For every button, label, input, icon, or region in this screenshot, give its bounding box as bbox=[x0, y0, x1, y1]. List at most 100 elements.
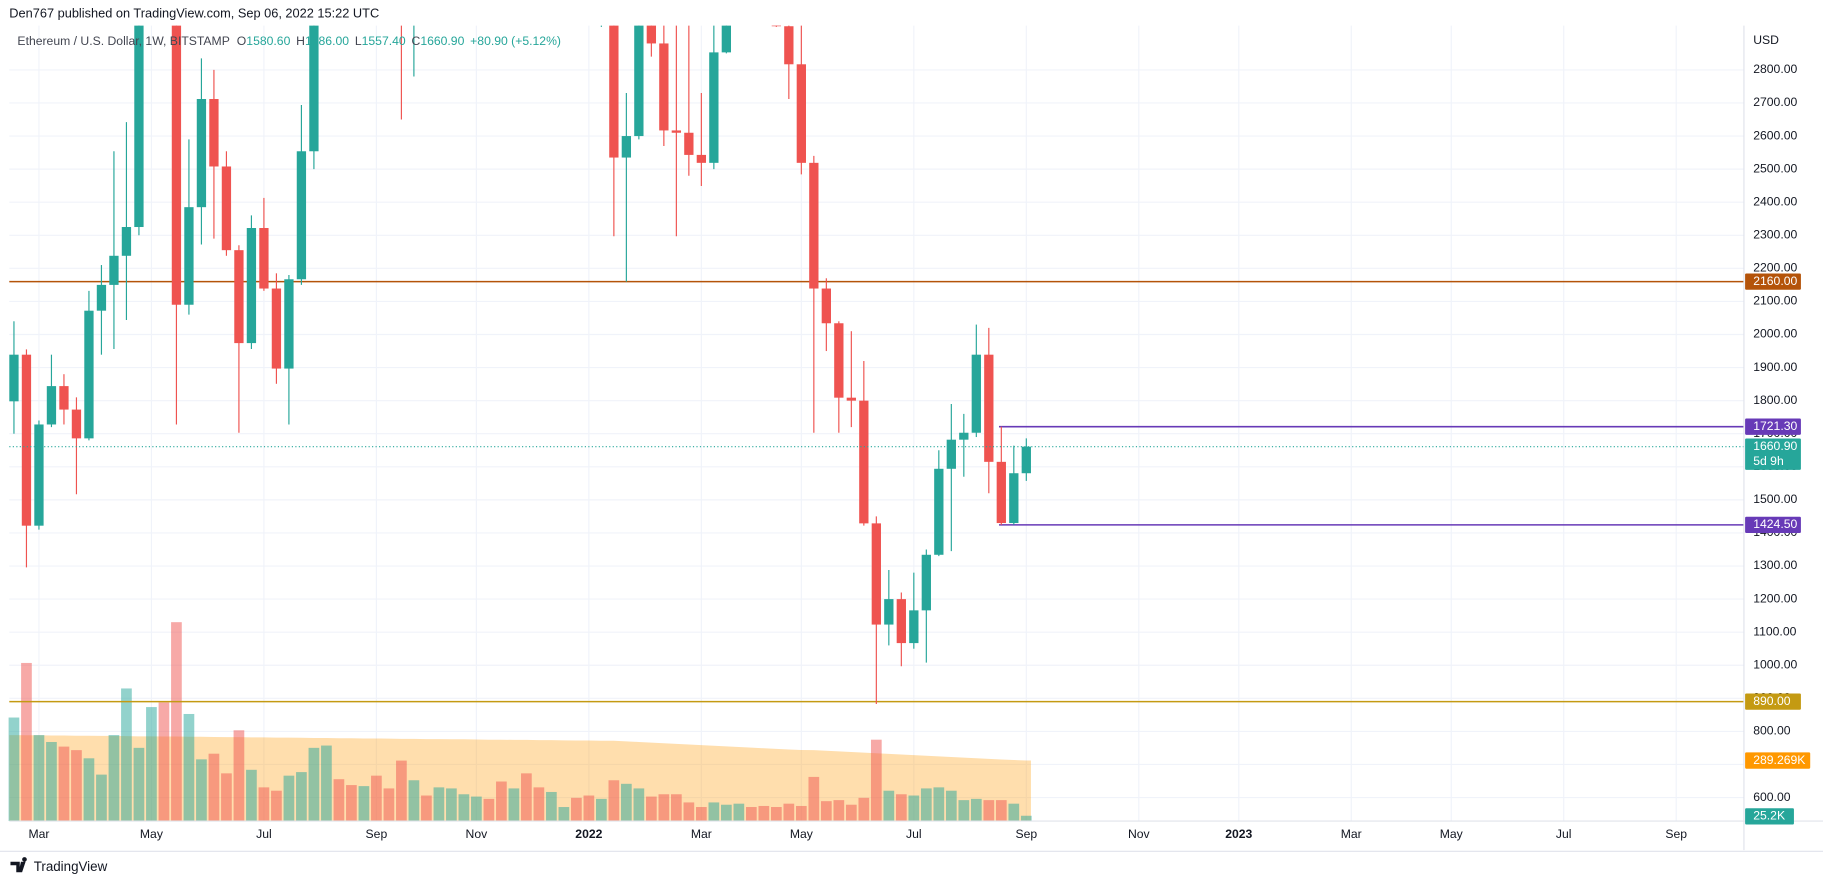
level-box bbox=[1745, 273, 1801, 290]
volume-bar bbox=[146, 707, 157, 822]
y-tick-label: 2500.00 bbox=[1753, 161, 1797, 175]
candle-body bbox=[259, 228, 269, 289]
candle-body bbox=[634, 25, 644, 137]
volume-bar bbox=[21, 662, 32, 822]
y-tick-label: 600.00 bbox=[1753, 790, 1790, 804]
volume-bar bbox=[258, 787, 270, 822]
volume-bar bbox=[658, 794, 670, 822]
volume-bar bbox=[371, 775, 382, 822]
candle-body bbox=[771, 25, 781, 27]
y-tick-label: 2000.00 bbox=[1753, 327, 1797, 341]
volume-bar bbox=[396, 760, 407, 822]
candle-body bbox=[796, 64, 806, 163]
candle-body bbox=[984, 354, 994, 462]
candle-body bbox=[134, 25, 144, 228]
level-label: 1721.30 bbox=[1753, 419, 1797, 433]
volume-box bbox=[1745, 808, 1794, 825]
candle-body bbox=[709, 52, 719, 163]
volume-bar bbox=[196, 759, 207, 822]
volume-bar bbox=[171, 622, 182, 822]
volume-bar bbox=[508, 788, 520, 822]
ohlc-key: H bbox=[296, 34, 305, 48]
level-label: 1424.50 bbox=[1753, 517, 1797, 531]
price-pane bbox=[9, 25, 1744, 704]
volume-bar bbox=[33, 735, 45, 822]
level-box bbox=[1745, 693, 1801, 710]
volume-bar bbox=[795, 805, 807, 822]
y-tick-label: 2600.00 bbox=[1753, 128, 1797, 142]
level-label: 2160.00 bbox=[1753, 274, 1797, 288]
volume-bar bbox=[820, 801, 832, 822]
volume-bar bbox=[770, 807, 782, 822]
volume-bar bbox=[833, 800, 845, 822]
candle-body bbox=[9, 354, 19, 402]
volume-bar bbox=[571, 797, 582, 822]
candle-body bbox=[109, 255, 119, 285]
grid bbox=[9, 25, 1744, 822]
y-tick-label: 1800.00 bbox=[1753, 393, 1797, 407]
volume-bar bbox=[458, 794, 470, 822]
y-tick-label: 2800.00 bbox=[1753, 62, 1797, 76]
candle-body bbox=[96, 284, 107, 311]
volume-bar bbox=[321, 745, 332, 822]
volume-bar bbox=[383, 788, 395, 822]
volume-bar bbox=[421, 795, 432, 822]
candle-body bbox=[59, 386, 69, 410]
x-tick-label: 2022 bbox=[575, 827, 602, 841]
volume-pane bbox=[8, 622, 1032, 822]
y-tick-label: 2700.00 bbox=[1753, 95, 1797, 109]
volume-bar bbox=[945, 790, 957, 822]
volume-bar bbox=[633, 788, 645, 822]
y-tick-label: 1000.00 bbox=[1753, 657, 1797, 671]
y-tick-label: 2200.00 bbox=[1753, 261, 1797, 275]
ohlc-value: 1660.90 bbox=[420, 34, 464, 48]
volume-bar bbox=[845, 804, 857, 822]
y-tick-label: 2100.00 bbox=[1753, 294, 1797, 308]
ohlc-key: C bbox=[412, 34, 421, 48]
volume-bar bbox=[696, 807, 707, 822]
candle-body bbox=[46, 386, 57, 425]
volume-bar bbox=[608, 780, 620, 822]
volume-bar bbox=[96, 774, 107, 822]
candle-body bbox=[671, 130, 682, 133]
candle-body bbox=[696, 154, 707, 163]
volume-bar bbox=[758, 805, 770, 822]
volume-ma-label: 289.269K bbox=[1753, 753, 1805, 767]
volume-bar bbox=[408, 780, 420, 822]
volume-bar bbox=[958, 800, 970, 822]
x-tick-label: Sep bbox=[366, 827, 388, 841]
x-tick-label: Sep bbox=[1015, 827, 1037, 841]
x-tick-label: Jul bbox=[1556, 827, 1572, 841]
volume-bar bbox=[970, 798, 982, 822]
volume-bar bbox=[208, 753, 220, 822]
candle-body bbox=[21, 354, 32, 526]
candle-body bbox=[884, 599, 894, 625]
volume-bar bbox=[883, 790, 895, 822]
volume-bar bbox=[895, 794, 907, 822]
volume-bar bbox=[995, 800, 1007, 822]
last-price-box bbox=[1745, 438, 1801, 470]
candle-body bbox=[1021, 446, 1031, 474]
volume-bar bbox=[783, 803, 795, 822]
ohlc-key: O bbox=[237, 34, 246, 48]
candle-body bbox=[909, 610, 919, 644]
level-box bbox=[1745, 516, 1801, 533]
volume-bar bbox=[870, 739, 882, 822]
candle-body bbox=[959, 432, 969, 440]
volume-bar bbox=[671, 794, 682, 822]
candle-body bbox=[246, 228, 257, 344]
candle-body bbox=[271, 288, 282, 369]
volume-bar bbox=[308, 747, 320, 822]
x-tick-label: Mar bbox=[1341, 827, 1362, 841]
x-tick-label: May bbox=[790, 827, 814, 841]
volume-bar bbox=[920, 788, 932, 822]
candle-body bbox=[721, 25, 732, 53]
candle-body bbox=[946, 439, 956, 469]
candle-body bbox=[196, 99, 207, 208]
volume-bar bbox=[71, 750, 82, 822]
volume-bar bbox=[221, 773, 232, 822]
candle-body bbox=[621, 136, 632, 158]
